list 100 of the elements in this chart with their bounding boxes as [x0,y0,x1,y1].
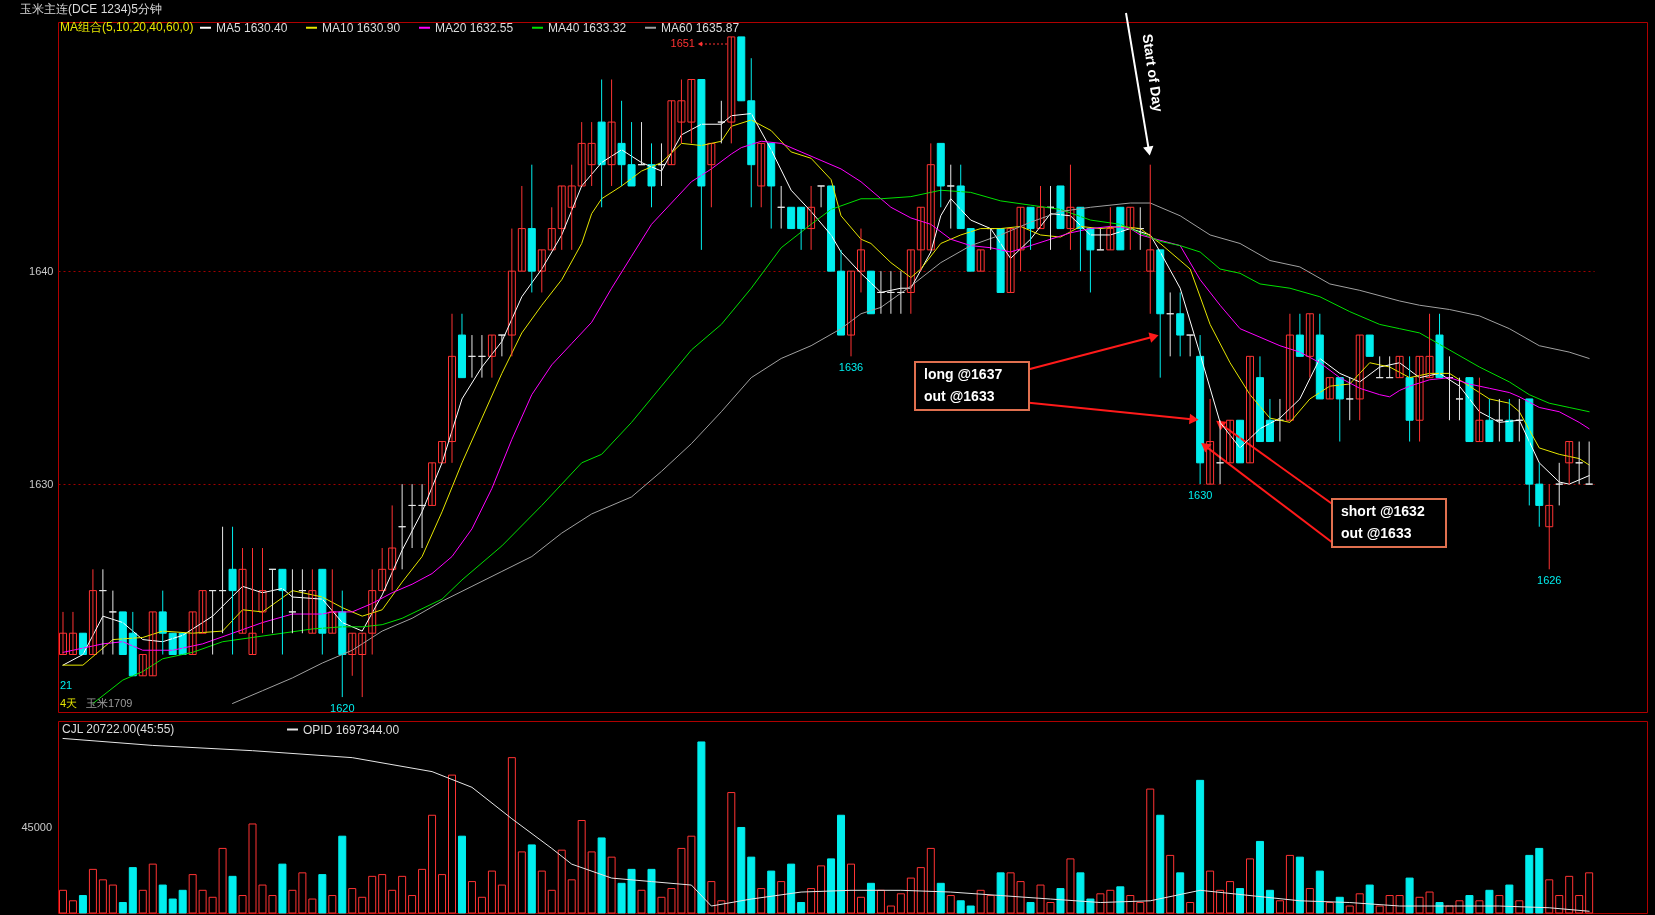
annotation: 21 [60,679,73,691]
candlestick [138,654,147,677]
candlestick [168,632,177,655]
bar [1295,856,1304,914]
candlestick [278,568,287,655]
legend-label: MA20 1632.55 [435,20,514,35]
annotation: 1636 [838,361,864,374]
bar [1505,884,1514,914]
candlestick [1226,419,1235,464]
bar [178,889,187,914]
candlestick [1106,206,1115,251]
candlestick [976,249,985,272]
annotation: 玉米1709 [86,697,133,709]
annotation: 1651 [670,37,695,49]
text: 45000 [21,821,52,833]
bar [1196,779,1205,914]
legend-label: OPID 1697344.00 [303,722,400,737]
bar [966,905,975,914]
bar [1176,872,1185,914]
chart-title: CJL 20722.00(45:55) [62,722,175,736]
bar [158,884,167,914]
candlestick [1485,398,1494,443]
annotation: long @1637 [924,366,1003,382]
bar [1255,840,1264,914]
bar [747,856,756,914]
y-tick-label: 1640 [29,264,54,277]
bar [1156,814,1165,914]
annotation: 1630 [1187,489,1213,502]
annotation: Start of Day [1139,32,1167,114]
candlestick [866,270,875,315]
candlestick [1325,377,1334,400]
bar [1535,847,1544,914]
candlestick [78,632,87,655]
candlestick [1146,164,1155,315]
bar [1365,884,1374,914]
bar [827,858,836,914]
bar [527,844,536,914]
bar [837,814,846,914]
legend-label: MA5 1630.40 [216,20,288,35]
annotation: 1620 [330,702,355,715]
candlestick [707,142,716,208]
bar [128,867,137,914]
bar [936,882,945,914]
bar [78,895,87,914]
bar [1236,888,1245,914]
bar [1026,902,1035,914]
bar [996,872,1005,914]
candlestick [1116,206,1125,251]
candlestick [1365,334,1374,357]
legend-label: MA40 1633.32 [548,20,627,35]
candlestick [737,36,746,102]
chart-title: 玉米主连(DCE 1234)5分钟 [20,2,163,16]
candlestick [1086,228,1095,293]
candlestick [1176,291,1185,357]
candlestick [1465,377,1474,443]
candlestick [1405,355,1414,443]
bar [787,863,796,914]
annotation: short @1632 [1341,503,1425,519]
annotation: out @1633 [1341,525,1412,541]
bar [1485,889,1494,914]
candlestick [1535,462,1544,528]
candlestick [787,206,796,230]
bar [767,870,776,914]
candlestick [607,79,616,187]
bar [1056,888,1065,914]
annotation: 1626 [1537,574,1562,587]
bar [457,835,466,914]
candlestick [647,142,656,208]
bar [278,863,287,914]
bar [1116,886,1125,914]
bar [118,902,127,914]
bar [866,882,875,914]
candlestick [118,611,127,655]
bar [1525,854,1534,914]
bar [228,875,237,914]
candlestick [258,547,267,634]
candlestick [1246,355,1254,464]
bar [647,868,656,914]
candlestick [1435,313,1444,379]
bar [1315,870,1324,914]
candlestick [1026,206,1035,251]
bar [318,874,327,914]
candlestick [228,526,237,655]
bar [697,741,706,914]
bar [168,898,177,914]
candlestick [1096,228,1105,251]
candlestick [966,228,975,272]
candlestick [827,185,836,272]
candlestick [1056,185,1065,230]
candlestick [697,79,706,251]
candlestick [996,228,1005,293]
annotation: out @1633 [924,388,995,404]
candlestick [148,611,157,677]
candlestick [1236,419,1245,464]
bar [338,835,347,914]
candlestick [597,79,606,208]
annotation: 4天 [60,697,78,709]
bar [1335,896,1344,914]
legend-title: MA组合(5,10,20,40,60,0) [60,20,194,34]
candlestick [438,441,447,464]
